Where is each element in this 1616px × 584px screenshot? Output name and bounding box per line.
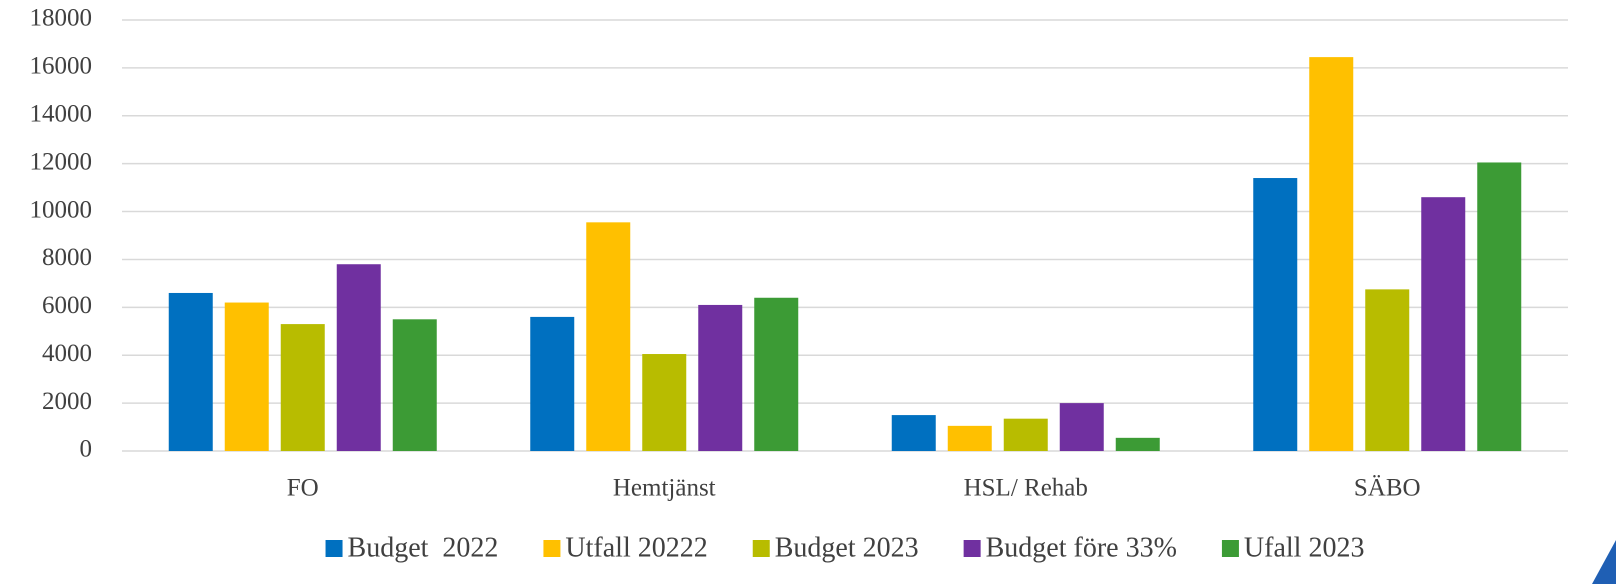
bar — [336, 264, 381, 451]
bar — [392, 319, 437, 451]
bar — [1003, 418, 1048, 451]
bar — [891, 415, 936, 451]
y-tick-label: 12000 — [30, 148, 93, 175]
bar — [1477, 162, 1522, 451]
bar — [168, 292, 213, 451]
legend-swatch — [1221, 540, 1239, 557]
legend-swatch — [543, 540, 561, 557]
x-tick-label: HSL/ Rehab — [964, 475, 1088, 502]
bar — [224, 302, 269, 451]
legend-label: Budget 2023 — [775, 532, 919, 563]
x-tick-label: Hemtjänst — [613, 475, 716, 502]
legend-label: Ufall 2023 — [1244, 532, 1365, 563]
y-tick-label: 0 — [80, 436, 93, 463]
bar — [1115, 437, 1160, 451]
legend-label: Budget 2022 — [348, 532, 499, 563]
bar — [1253, 178, 1298, 452]
y-tick-label: 10000 — [30, 196, 93, 223]
bar — [1059, 403, 1104, 451]
y-tick-label: 8000 — [42, 244, 92, 271]
legend-swatch — [963, 540, 981, 557]
y-tick-label: 18000 — [30, 5, 93, 32]
y-tick-label: 2000 — [42, 388, 92, 415]
bar — [698, 304, 743, 451]
y-tick-label: 4000 — [42, 340, 92, 367]
bar — [947, 425, 992, 451]
bar — [754, 297, 799, 451]
legend-swatch — [325, 540, 343, 557]
y-tick-label: 14000 — [30, 101, 93, 128]
bar — [586, 222, 631, 451]
bar — [280, 324, 325, 451]
bar — [642, 354, 687, 451]
x-tick-label: FO — [287, 475, 319, 502]
y-tick-label: 6000 — [42, 292, 92, 319]
x-tick-label: SÄBO — [1354, 475, 1421, 502]
bar — [1421, 197, 1466, 451]
legend-swatch — [752, 540, 770, 557]
bar — [530, 316, 575, 451]
y-tick-label: 16000 — [30, 53, 93, 80]
bar — [1309, 57, 1354, 451]
decoration — [1592, 540, 1616, 584]
legend-label: Budget före 33% — [986, 532, 1177, 563]
legend-label: Utfall 20222 — [565, 532, 707, 563]
bar — [1365, 289, 1410, 451]
